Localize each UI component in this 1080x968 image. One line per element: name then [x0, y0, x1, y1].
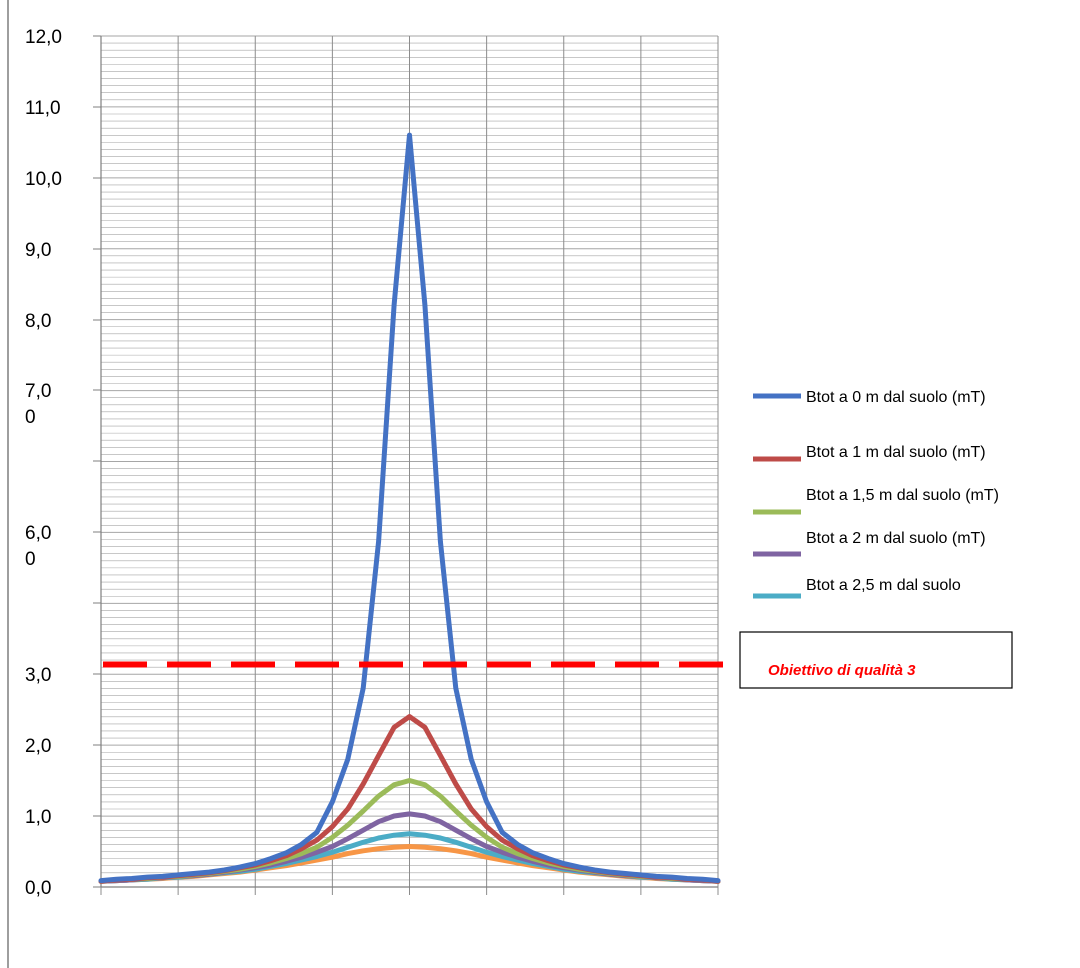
series-lines: [98, 132, 721, 884]
legend-label: Btot a 0 m dal suolo (mT): [806, 389, 986, 406]
y-tick-label: 3,0: [25, 665, 51, 686]
legend: Btot a 0 m dal suolo (mT) Btot a 1 m dal …: [753, 389, 999, 599]
grid: [100, 35, 719, 895]
y-tick-label: 2,0: [25, 736, 51, 757]
y-tick-label: 12,0: [25, 27, 62, 48]
legend-label: Btot a 2,5 m dal suolo: [806, 577, 961, 594]
y-tick-label: 10,0: [25, 169, 62, 190]
annotation-text: Obiettivo di qualità 3: [768, 662, 916, 679]
legend-label: Btot a 1,5 m dal suolo (mT): [806, 487, 999, 504]
y-tick-label: 7,0: [25, 381, 51, 402]
legend-label: Btot a 1 m dal suolo (mT): [806, 444, 986, 461]
y-tick-label: 1,0: [25, 807, 51, 828]
y-tick-label-suffix: 0: [25, 407, 36, 428]
y-tick-label-suffix: 0: [25, 549, 36, 570]
series-line: [98, 132, 721, 884]
legend-label: Btot a 2 m dal suolo (mT): [806, 530, 986, 547]
y-tick-label: 8,0: [25, 311, 51, 332]
y-tick-label: 11,0: [25, 98, 61, 119]
threshold: Obiettivo di qualità 3: [103, 631, 1013, 689]
y-tick-label: 9,0: [25, 240, 51, 261]
y-axis-ticks: 0,0 1,0 2,0 3,0 6,0 7,0 8,0 9,0 10,0 11,0 12,0 0 0: [25, 27, 101, 899]
y-tick-label: 0,0: [25, 878, 51, 899]
y-tick-label: 6,0: [25, 523, 51, 544]
annotation-box: [739, 631, 1013, 689]
